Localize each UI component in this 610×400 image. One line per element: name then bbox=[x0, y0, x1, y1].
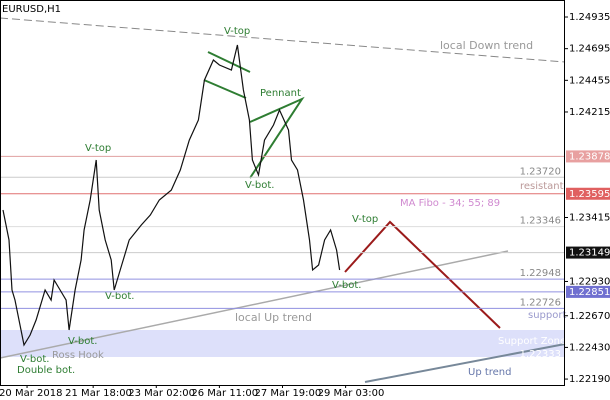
forecast-path bbox=[344, 220, 501, 329]
y-tick-label: 1.24455 bbox=[569, 75, 610, 86]
annotation: Ross Hook bbox=[52, 350, 104, 361]
level-label: 1.22333 bbox=[520, 349, 561, 360]
level-box bbox=[566, 150, 610, 163]
level-label: 1.22851 bbox=[569, 287, 610, 298]
y-tick-label: 1.23415 bbox=[569, 212, 610, 223]
annotation: V-bot. bbox=[245, 180, 274, 191]
level-box bbox=[566, 246, 610, 259]
x-tick-label: 27 Mar 19:00 bbox=[255, 388, 322, 399]
annotation: V-bot. bbox=[105, 291, 134, 302]
annotation: support bbox=[528, 310, 566, 321]
level-label: 1.22549 bbox=[520, 321, 561, 332]
down-trend-line bbox=[0, 17, 566, 63]
annotation: local Down trend bbox=[440, 39, 533, 52]
price-line bbox=[2, 44, 341, 347]
x-tick-label: 29 Mar 03:00 bbox=[318, 388, 385, 399]
annotation: V-bot. bbox=[68, 336, 97, 347]
level-label: 1.22948 bbox=[520, 268, 561, 279]
level-label: 1.22726 bbox=[520, 297, 561, 308]
plot-frame bbox=[0, 0, 565, 386]
y-tick-label: 1.22930 bbox=[569, 276, 610, 287]
flag-line bbox=[203, 79, 247, 99]
level-box bbox=[566, 285, 610, 298]
y-tick-label: 1.24935 bbox=[569, 12, 610, 23]
level-label: 1.23149 bbox=[569, 248, 610, 259]
annotation: Pennant bbox=[260, 88, 301, 99]
level-label: 1.23878 bbox=[569, 151, 610, 162]
level-label: 1.23346 bbox=[520, 216, 561, 227]
annotation: V-top bbox=[224, 26, 250, 37]
y-tick-label: 1.24695 bbox=[569, 44, 610, 55]
annotation: Double bot. bbox=[17, 365, 75, 376]
level-label: 1.23720 bbox=[520, 166, 561, 177]
annotation: Support Zone bbox=[498, 336, 566, 347]
annotation: Up trend bbox=[468, 367, 512, 378]
flag-line bbox=[207, 51, 251, 73]
level-label: 1.23595 bbox=[569, 189, 610, 200]
local-up-trend-line bbox=[0, 250, 509, 359]
x-tick-label: 21 Mar 18:00 bbox=[65, 388, 132, 399]
y-tick-label: 1.22670 bbox=[569, 311, 610, 322]
y-tick-label: 1.22190 bbox=[569, 374, 610, 385]
annotation: local Up trend bbox=[235, 311, 312, 324]
x-tick-label: 20 Mar 2018 bbox=[0, 388, 62, 399]
chart-title: EURUSD,H1 bbox=[2, 4, 61, 15]
annotation: MA Fibo - 34; 55; 89 bbox=[400, 198, 500, 209]
x-tick-label: 23 Mar 02:00 bbox=[128, 388, 195, 399]
up-trend-line bbox=[364, 343, 566, 383]
y-tick-label: 1.22430 bbox=[569, 342, 610, 353]
annotation: V-bot. bbox=[332, 280, 361, 291]
annotation: V-top bbox=[352, 214, 378, 225]
annotation: V-top bbox=[85, 143, 111, 154]
annotation: resistant bbox=[520, 181, 564, 192]
y-tick-label: 1.24215 bbox=[569, 107, 610, 118]
x-tick-label: 26 Mar 11:00 bbox=[191, 388, 258, 399]
support-zone bbox=[0, 330, 565, 357]
pennant-lines bbox=[249, 96, 305, 179]
level-box bbox=[566, 187, 610, 200]
annotation: V-bot. bbox=[20, 354, 49, 365]
